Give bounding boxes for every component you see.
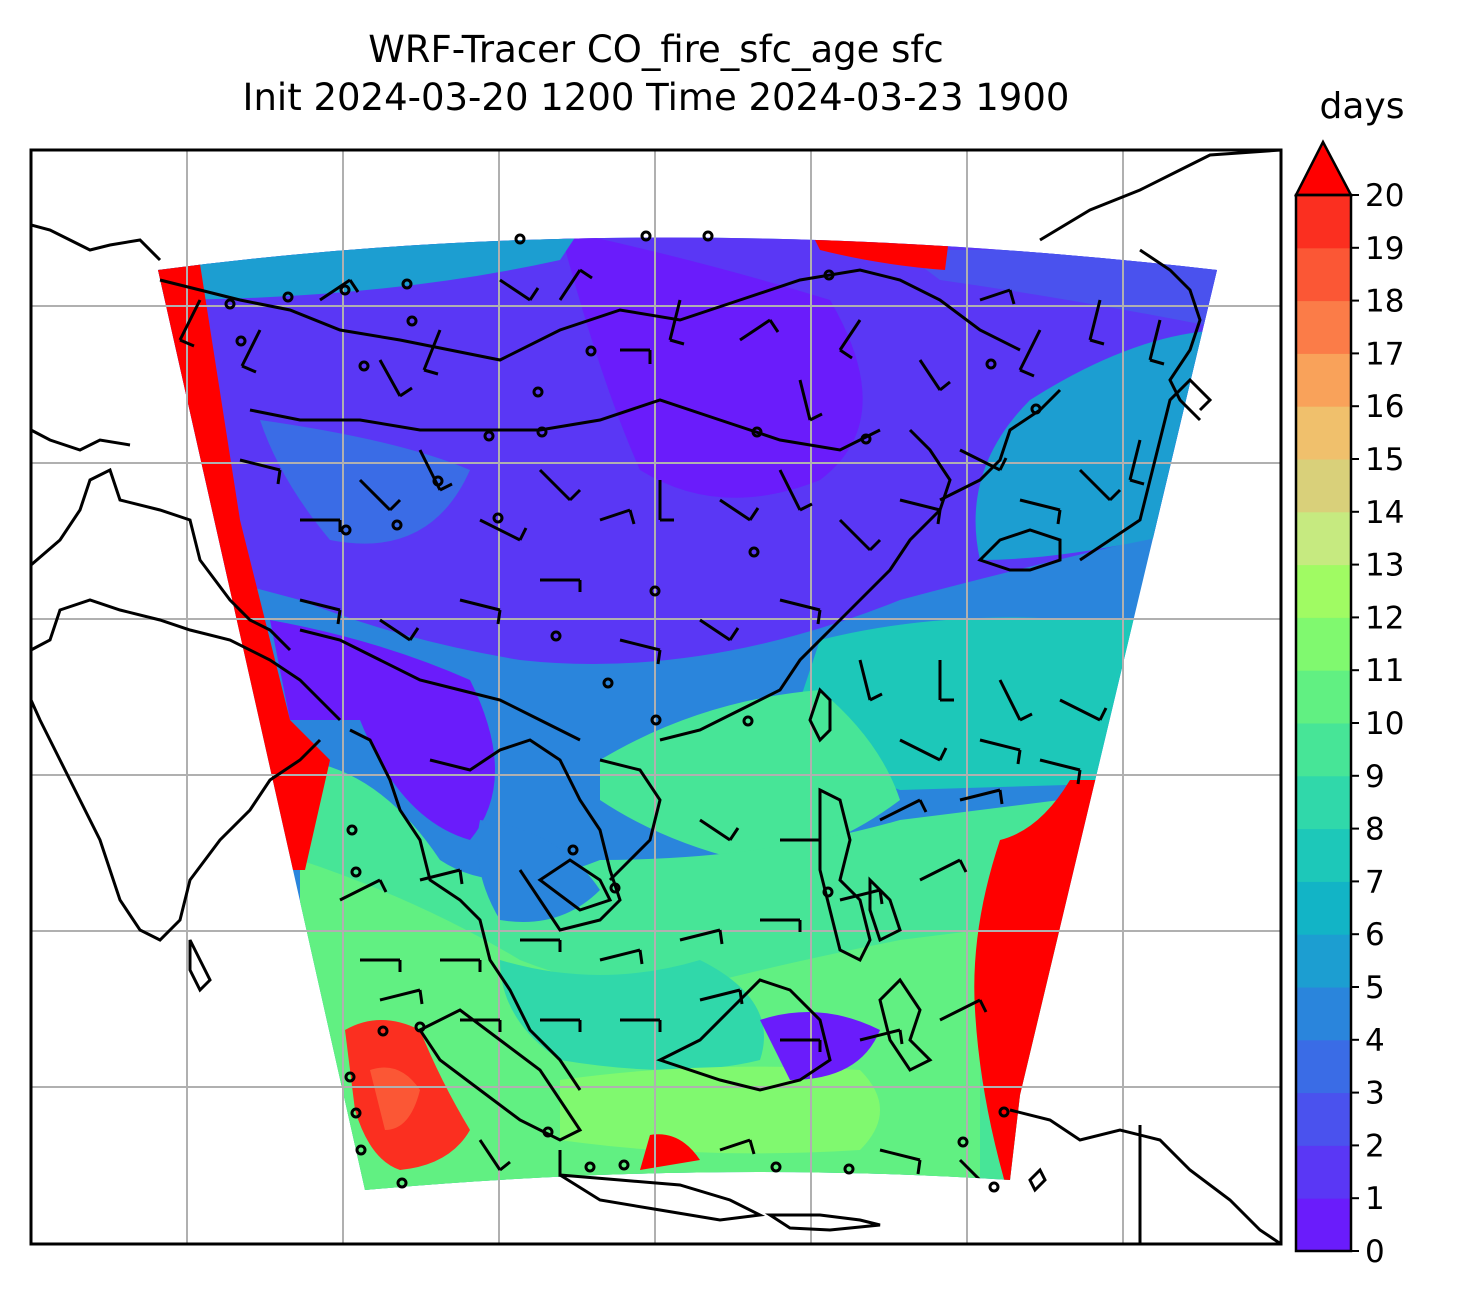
colorbar-tick-label: 18 (1365, 284, 1404, 320)
colorbar-level-10 (1296, 670, 1351, 724)
colorbar-tick-label: 1 (1365, 1181, 1385, 1217)
calm-markers (224, 230, 1042, 1193)
title-line-2: Init 2024-03-20 1200 Time 2024-03-23 190… (242, 76, 1070, 119)
colorbar-tick-label: 2 (1365, 1128, 1385, 1164)
colorbar-unit-label: days (1320, 86, 1405, 127)
colorbar-tick-label: 10 (1365, 706, 1404, 742)
colorbar-tick-label: 19 (1365, 231, 1404, 267)
colorbar-level-4 (1296, 987, 1351, 1041)
colorbar-tick-label: 20 (1365, 178, 1404, 214)
chart-title: WRF-Tracer CO_fire_sfc_age sfc Init 2024… (30, 26, 1282, 122)
colorbar-level-7 (1296, 828, 1351, 882)
colorbar-tick-label: 16 (1365, 389, 1404, 425)
colorbar-level-11 (1296, 617, 1351, 671)
map-frame (29, 148, 1283, 1246)
colorbar-level-2 (1296, 1092, 1351, 1146)
colorbar-tick-label: 12 (1365, 600, 1404, 636)
colorbar-tick-label: 13 (1365, 548, 1404, 584)
colorbar-tick-label: 5 (1365, 970, 1385, 1006)
colorbar-tick-label: 7 (1365, 864, 1385, 900)
colorbar-level-3 (1296, 1039, 1351, 1094)
colorbar-level-8 (1296, 775, 1351, 830)
colorbar-tick-label: 8 (1365, 812, 1385, 848)
colorbar-level-18 (1296, 247, 1351, 302)
colorbar-tick-label: 0 (1365, 1234, 1385, 1270)
title-line-1: WRF-Tracer CO_fire_sfc_age sfc (368, 28, 944, 71)
colorbar-tick-label: 6 (1365, 917, 1385, 953)
colorbar-level-12 (1296, 564, 1351, 618)
colorbar-tick-label: 14 (1365, 495, 1404, 531)
colorbar-tick-label: 15 (1365, 442, 1404, 478)
colorbar-blocks (1296, 195, 1351, 1252)
colorbar-tick-label: 9 (1365, 759, 1385, 795)
colorbar-tick-label: 11 (1365, 653, 1404, 689)
colorbar-level-16 (1296, 353, 1351, 407)
colorbar-level-9 (1296, 723, 1351, 777)
colorbar-extend-arrow (1293, 139, 1354, 197)
colorbar-tick-label: 3 (1365, 1076, 1385, 1112)
colorbar-level-1 (1296, 1145, 1351, 1199)
colorbar-level-0 (1296, 1198, 1351, 1252)
wind-barbs (178, 268, 1165, 1182)
colorbar-level-5 (1296, 934, 1351, 988)
colorbar-level-13 (1296, 511, 1351, 566)
colorbar-tick-label: 4 (1365, 1023, 1385, 1059)
colorbar-level-14 (1296, 459, 1351, 513)
gridlines (31, 150, 1281, 1244)
colorbar-level-15 (1296, 406, 1351, 460)
colorbar-level-17 (1296, 300, 1351, 354)
colorbar-level-6 (1296, 881, 1351, 935)
colorbar-level-19 (1296, 195, 1351, 249)
coastlines (31, 150, 1281, 1244)
colorbar-tick-label: 17 (1365, 336, 1404, 372)
